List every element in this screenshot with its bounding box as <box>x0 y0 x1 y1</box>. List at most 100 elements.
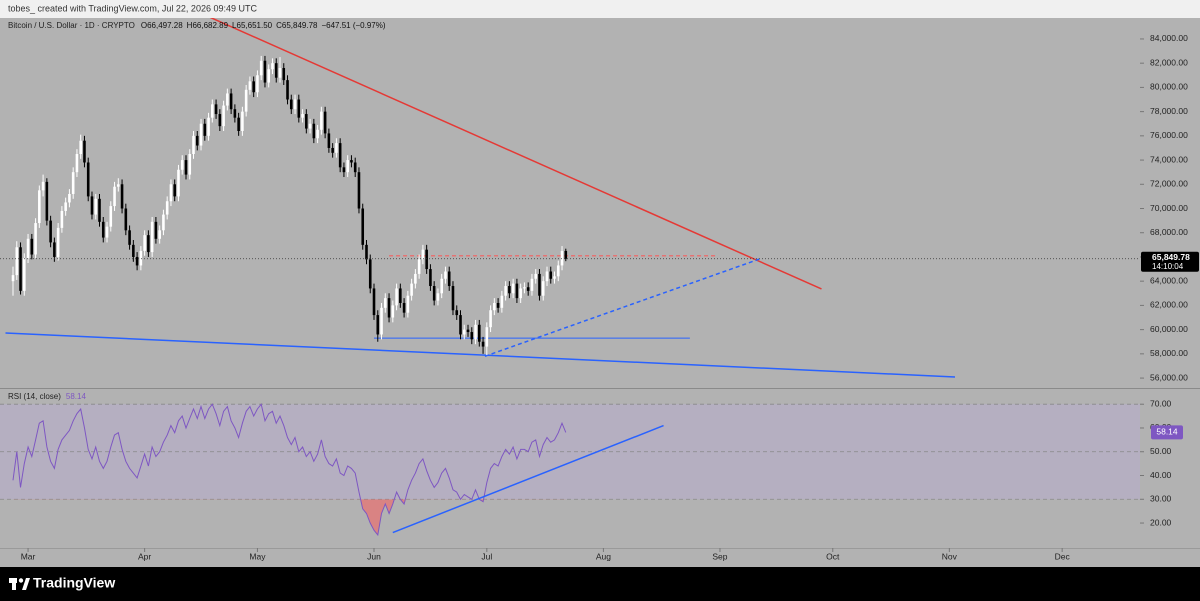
candle-body <box>26 238 30 259</box>
candle-body <box>297 99 301 118</box>
candle-body <box>440 278 443 294</box>
header-text: tobes_ created with TradingView.com, Jul… <box>8 3 257 13</box>
trendline <box>5 332 956 378</box>
candle-body <box>71 172 75 194</box>
x-tick-label: May <box>249 551 266 561</box>
candle-body <box>94 198 98 215</box>
candle-body <box>124 208 128 231</box>
candle-body <box>515 283 519 299</box>
candle-body <box>278 68 282 78</box>
candle-body <box>316 129 319 139</box>
candle-body <box>143 235 146 251</box>
candle-body <box>508 286 511 294</box>
candle-body <box>504 286 507 296</box>
candle-body <box>15 247 19 276</box>
y-tick-label: 58,000.00 <box>1150 348 1188 358</box>
candle-body <box>267 69 271 83</box>
candle-body <box>101 221 105 238</box>
candle-body <box>30 238 34 255</box>
candle-body <box>120 184 124 209</box>
y-tick-label: 60,000.00 <box>1150 324 1188 334</box>
candle-body <box>45 181 49 221</box>
last-price-label: 65,849.78 <box>1152 252 1190 262</box>
candle-body <box>222 105 225 127</box>
candle-body <box>376 315 380 335</box>
candle-body <box>184 160 188 175</box>
candle-body <box>346 160 349 173</box>
candle-body <box>357 172 361 209</box>
candle-body <box>308 123 312 129</box>
y-tick-label: 78,000.00 <box>1150 106 1188 116</box>
candle-body <box>545 271 549 282</box>
candle-body <box>68 193 71 203</box>
candle-body <box>147 235 150 253</box>
candle-body <box>489 310 492 328</box>
candle-body <box>485 327 489 347</box>
candle-body <box>289 99 293 110</box>
candle-body <box>177 169 180 197</box>
candle-body <box>320 111 323 130</box>
legend-title: Bitcoin / U.S. Dollar · 1D · CRYPTO <box>8 21 135 30</box>
candle-body <box>83 140 86 163</box>
candle-body <box>135 256 139 266</box>
candle-body <box>530 278 534 291</box>
candle-body <box>399 288 402 303</box>
candle-body <box>38 190 41 224</box>
candle-body <box>365 244 368 260</box>
candle-body <box>203 123 207 136</box>
candle-body <box>560 250 564 266</box>
candle-body <box>368 259 372 289</box>
candle-body <box>481 341 485 347</box>
candle-body <box>173 184 177 197</box>
ohlc-label: H66,682.89 <box>187 21 229 30</box>
x-tick-label: Oct <box>826 551 840 561</box>
candle-body <box>19 247 22 291</box>
candle-body <box>353 162 357 173</box>
candle-body <box>90 196 94 215</box>
candle-body <box>323 111 327 134</box>
candle-body <box>474 324 477 340</box>
x-tick-label: Jun <box>367 551 381 561</box>
candle-body <box>199 123 203 146</box>
candle-body <box>139 250 143 266</box>
candle-body <box>286 80 289 100</box>
candle-body <box>395 288 398 306</box>
axes: 56,000.00 58,000.00 60,000.00 62,000.00 64,0… <box>21 33 1199 561</box>
candle-body <box>312 123 316 139</box>
candle-body <box>49 220 52 243</box>
candle-body <box>327 133 331 148</box>
candle-body <box>383 298 387 308</box>
candle-body <box>402 302 406 313</box>
y-tick-label: 70,000.00 <box>1150 203 1188 213</box>
rsi-pane <box>0 403 1140 537</box>
y-tick-label: 76,000.00 <box>1150 130 1188 140</box>
price-pane <box>0 18 1140 378</box>
rsi-oversold-fill <box>360 499 484 535</box>
x-tick-label: Sep <box>712 551 727 561</box>
y-tick-label: 68,000.00 <box>1150 227 1188 237</box>
candle-body <box>414 273 417 284</box>
candle-body <box>564 250 568 259</box>
footer-brand: TradingView <box>33 575 115 591</box>
rsi-badge <box>1151 425 1183 440</box>
candle-body <box>380 307 383 335</box>
candle-body <box>523 287 526 289</box>
rsi-title: RSI (14, close) <box>8 392 61 401</box>
countdown: 14:10:04 <box>1152 262 1184 271</box>
candle-body <box>549 271 553 279</box>
candle-body <box>113 186 116 207</box>
rsi-value: 58.14 <box>66 392 87 401</box>
candle-body <box>293 99 297 110</box>
candle-body <box>432 286 436 301</box>
candle-body <box>158 230 161 239</box>
y-tick-label: 74,000.00 <box>1150 154 1188 164</box>
candle-body <box>410 283 413 296</box>
candle-body <box>459 315 462 335</box>
candle-body <box>79 140 82 155</box>
candle-body <box>244 89 248 112</box>
y-tick-label: 70.00 <box>1150 398 1172 408</box>
y-tick-label: 20.00 <box>1150 517 1172 527</box>
y-tick-label: 84,000.00 <box>1150 33 1188 43</box>
candle-body <box>180 160 184 170</box>
